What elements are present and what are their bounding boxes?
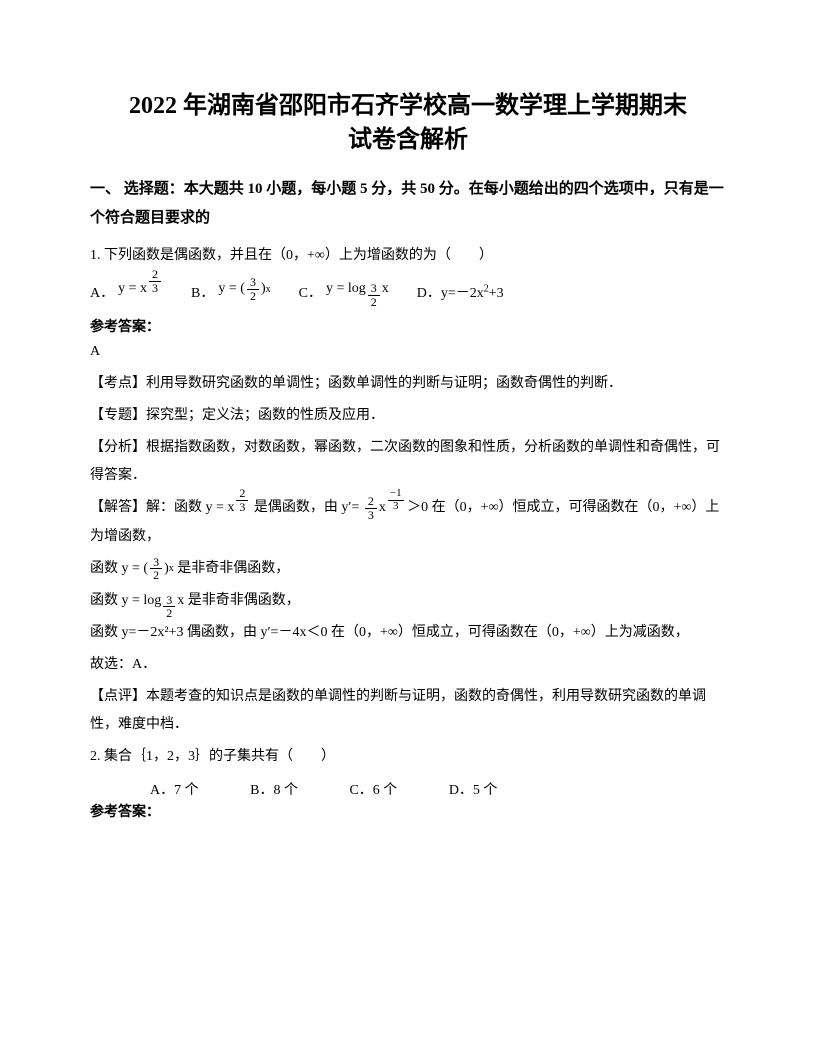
q1-optC-rhs: x xyxy=(382,281,389,297)
kaodian: 【考点】利用导数研究函数的单调性；函数单调性的判断与证明；函数奇偶性的判断． xyxy=(90,370,726,398)
dianping: 【点评】本题考查的知识点是函数的单调性的判断与证明，函数的奇偶性，利用导数研究函… xyxy=(90,683,726,739)
jd-l2-exp: x xyxy=(169,559,174,579)
q1-optB-prefix: B． xyxy=(191,282,214,302)
q1-optA-lhs: y = x xyxy=(118,281,147,297)
q1-optB-exp: x xyxy=(266,284,271,295)
jd-f1-den: 3 xyxy=(236,501,248,514)
jd-l2-suffix: 是非奇非偶函数， xyxy=(177,561,289,576)
jd-l3-prefix: 函数 xyxy=(90,593,118,608)
q2-option-a: A．7 个 xyxy=(150,783,199,798)
q1-options: A． y = x 2 3 B． y = ( 3 2 ) x C． xyxy=(90,276,726,302)
q2-stem: 2. 集合｛1，2，3｝的子集共有（ ） xyxy=(90,743,726,771)
q1-optC-lhs: y = log xyxy=(326,281,366,297)
answer-label-1: 参考答案： xyxy=(90,316,726,336)
q1-stem: 1. 下列函数是偶函数，并且在（0，+∞）上为增函数的为（ ） xyxy=(90,242,726,270)
jd-l2-lhs: y = ( xyxy=(122,555,149,583)
answer-label-2: 参考答案： xyxy=(90,801,726,821)
q1-option-c: C． y = log 3 2 x xyxy=(299,276,389,302)
jd-f1-lhs: y = x xyxy=(206,494,235,522)
jieda-conclusion: 故选：A． xyxy=(90,651,726,679)
q2-option-d: D．5 个 xyxy=(449,783,498,798)
zhuanti: 【专题】探究型；定义法；函数的性质及应用． xyxy=(90,402,726,430)
answer-letter-1: A xyxy=(90,344,726,360)
jd-l3-suffix: 是非奇非偶函数， xyxy=(188,593,300,608)
jd-l3-num: 3 xyxy=(163,594,175,608)
jd-l3-den: 2 xyxy=(163,607,175,620)
q2-options: A．7 个 B．8 个 C．6 个 D．5 个 xyxy=(150,779,726,799)
q1-optC-prefix: C． xyxy=(299,282,322,302)
q1-option-b: B． y = ( 3 2 ) x xyxy=(191,276,271,302)
jd-f1-num: 2 xyxy=(236,487,248,501)
jd-l3-lhs: y = log xyxy=(122,587,162,615)
title-line-2: 试卷含解析 xyxy=(348,127,468,153)
jieda-line-4: 函数 y=－2x²+3 偶函数，由 y′=－4x＜0 在（0，+∞）恒成立，可得… xyxy=(90,619,726,647)
q1-optD-prefix: D．y=－2x xyxy=(417,286,484,301)
jd-prefix: 【解答】解：函数 xyxy=(90,501,202,516)
jd-f2-neg-num: −1 xyxy=(388,488,404,501)
q1-option-a: A． y = x 2 3 xyxy=(90,276,163,302)
jd-l2-den: 2 xyxy=(150,569,162,582)
jd-l2-num: 3 xyxy=(150,556,162,570)
q1-optC-num: 3 xyxy=(368,282,380,296)
q1-optB-lhs: y = ( xyxy=(218,281,245,297)
jieda-line-3: 函数 y = log 3 2 x 是非奇非偶函数， xyxy=(90,587,726,615)
section-1-heading: 一、 选择题：本大题共 10 小题，每小题 5 分，共 50 分。在每小题给出的… xyxy=(90,175,726,232)
jd-l3-rhs: x xyxy=(177,587,184,615)
q1-option-d: D．y=－2x2+3 xyxy=(417,282,504,302)
jd-f2-num1: 2 xyxy=(365,495,377,509)
jd-l2-prefix: 函数 xyxy=(90,561,118,576)
jieda-line-2: 函数 y = ( 3 2 ) x 是非奇非偶函数， xyxy=(90,555,726,583)
q1-optA-prefix: A． xyxy=(90,282,114,302)
q1-optD-suffix: +3 xyxy=(489,286,504,301)
jieda-line-1: 【解答】解：函数 y = x 2 3 是偶函数，由 y′= 2 3 x −1 3… xyxy=(90,494,726,550)
title-line-1: 2022 年湖南省邵阳市石齐学校高一数学理上学期期末 xyxy=(129,93,687,119)
q1-optB-den: 2 xyxy=(247,290,259,303)
q1-optB-num: 3 xyxy=(247,276,259,290)
jd-f2-lhs: x xyxy=(379,494,386,522)
q1-optA-den: 3 xyxy=(149,282,161,295)
q2-option-c: C．6 个 xyxy=(349,783,397,798)
jd-f2-den1: 3 xyxy=(365,509,377,522)
q2-option-b: B．8 个 xyxy=(250,783,298,798)
q1-optC-den: 2 xyxy=(368,296,380,309)
jd-mid1: 是偶函数，由 y′= xyxy=(254,501,359,516)
q1-optA-num: 2 xyxy=(149,268,161,282)
jd-f2-neg-den: 3 xyxy=(391,501,401,513)
fenxi: 【分析】根据指数函数，对数函数，幂函数，二次函数的图象和性质，分析函数的单调性和… xyxy=(90,434,726,490)
